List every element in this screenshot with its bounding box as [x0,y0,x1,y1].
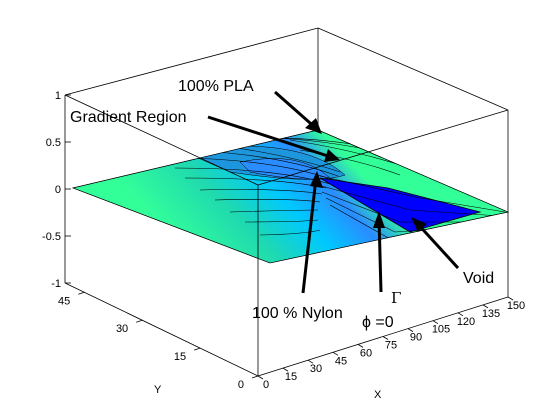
annotation-void: Void [463,270,494,287]
y-tick-label: 45 [58,295,70,307]
x-tick-label: 105 [432,324,450,336]
y-tick-mark [194,348,200,350]
y-tick-mark [136,320,142,322]
arrow-phi [379,218,381,292]
contour-surface [73,130,508,276]
x-tick-label: 15 [285,371,297,383]
y-tick-mark [252,376,258,378]
z-tick-label: -1 [51,278,61,290]
x-tick-label: 150 [507,300,525,312]
z-tick-label: 0 [55,184,61,196]
y-tick-mark [78,292,84,294]
y-axis-ticks: 0 15 30 45 [58,292,258,391]
annotation-nylon: 100 % Nylon [252,305,343,322]
z-tick-label: 0.5 [46,137,61,149]
z-axis-ticks: -1 -0.5 0 0.5 1 [42,90,71,290]
annotation-gamma: Γ [391,289,401,307]
x-tick-label: 30 [310,363,322,375]
z-tick-label: -0.5 [42,231,61,243]
x-tick-label: 135 [482,308,500,320]
x-tick-label: 120 [457,316,475,328]
annotation-pla: 100% PLA [178,78,254,95]
y-tick-label: 30 [116,323,128,335]
y-axis-label: Y [154,384,162,396]
annotation-gradient: Gradient Region [70,109,187,126]
z-tick-label: 1 [55,90,61,102]
x-tick-label: 45 [335,355,347,367]
x-axis-label: X [374,389,382,401]
x-tick-label: 75 [385,340,397,352]
annotation-phi: ϕ =0 [362,314,394,331]
y-tick-label: 15 [174,351,186,363]
arrow-void [416,222,458,268]
y-tick-label: 0 [238,379,244,391]
x-tick-label: 0 [263,379,269,391]
x-tick-label: 90 [410,332,422,344]
x-tick-label: 60 [360,347,372,359]
